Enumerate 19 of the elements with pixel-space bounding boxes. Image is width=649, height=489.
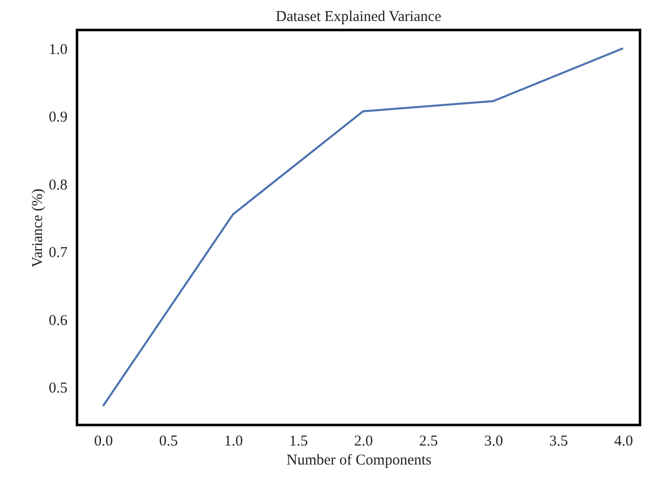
x-tick-label: 2.5 bbox=[419, 434, 438, 450]
x-tick-label: 1.0 bbox=[224, 434, 243, 450]
x-tick-label: 3.0 bbox=[484, 434, 503, 450]
y-tick-label: 0.8 bbox=[48, 177, 68, 194]
y-tick-label: 0.7 bbox=[48, 245, 68, 262]
y-axis-title: Variance (%) bbox=[30, 188, 46, 268]
x-tick-label: 0.0 bbox=[94, 434, 113, 450]
x-tick-label: 0.5 bbox=[159, 434, 178, 450]
chart-title: Dataset Explained Variance bbox=[276, 9, 442, 25]
line-series bbox=[102, 47, 624, 408]
y-tick-label: 0.9 bbox=[48, 110, 68, 126]
x-tick-label: 2.0 bbox=[354, 434, 373, 450]
y-tick-label: 0.5 bbox=[48, 380, 68, 397]
x-tick-label: 3.5 bbox=[549, 434, 568, 450]
x-axis-title: Number of Components bbox=[286, 452, 432, 468]
y-tick-label: 0.6 bbox=[48, 312, 68, 329]
y-tick-label: 1.0 bbox=[48, 42, 68, 58]
x-tick-label: 1.5 bbox=[289, 434, 308, 450]
x-tick-label: 4.0 bbox=[614, 434, 633, 450]
